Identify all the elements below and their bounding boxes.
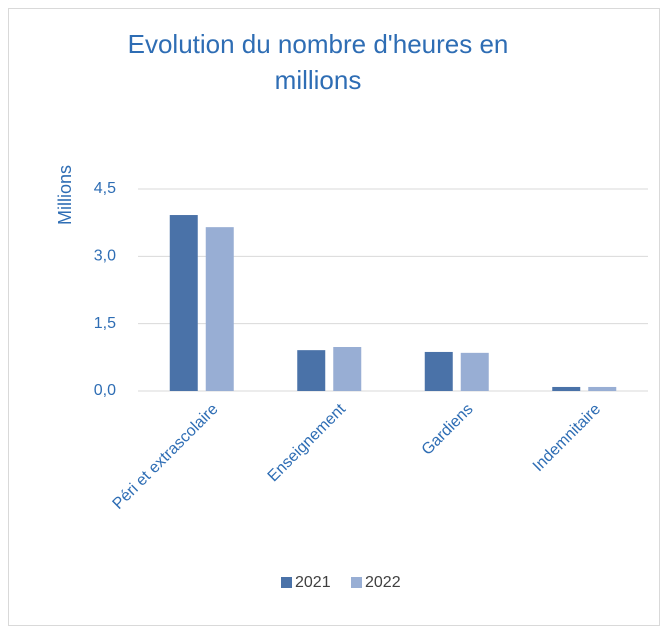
bar [333, 347, 362, 391]
x-tick-label: Indemnitaire [530, 401, 604, 475]
x-tick-label: Péri et extrascolaire [110, 401, 222, 513]
y-tick-label: 0,0 [94, 382, 116, 399]
bar [297, 350, 326, 391]
y-tick-label: 4,5 [94, 180, 116, 197]
y-axis-label: Millions [55, 165, 75, 225]
x-tick-label: Gardiens [419, 401, 477, 459]
y-tick-label: 3,0 [94, 248, 116, 265]
y-tick-label: 1,5 [94, 315, 116, 332]
bar [552, 386, 581, 391]
bar [460, 352, 489, 391]
x-tick-label: Enseignement [265, 400, 350, 485]
legend-swatch [351, 577, 362, 588]
chart-border [8, 8, 660, 626]
legend-swatch [281, 577, 292, 588]
bar [205, 227, 234, 391]
bar [169, 215, 198, 391]
chart-title: Evolution du nombre d'heures en millions [127, 29, 509, 95]
legend-label: 2022 [365, 574, 401, 591]
legend-label: 2021 [295, 574, 331, 591]
bar [424, 351, 453, 391]
bar [588, 386, 617, 391]
